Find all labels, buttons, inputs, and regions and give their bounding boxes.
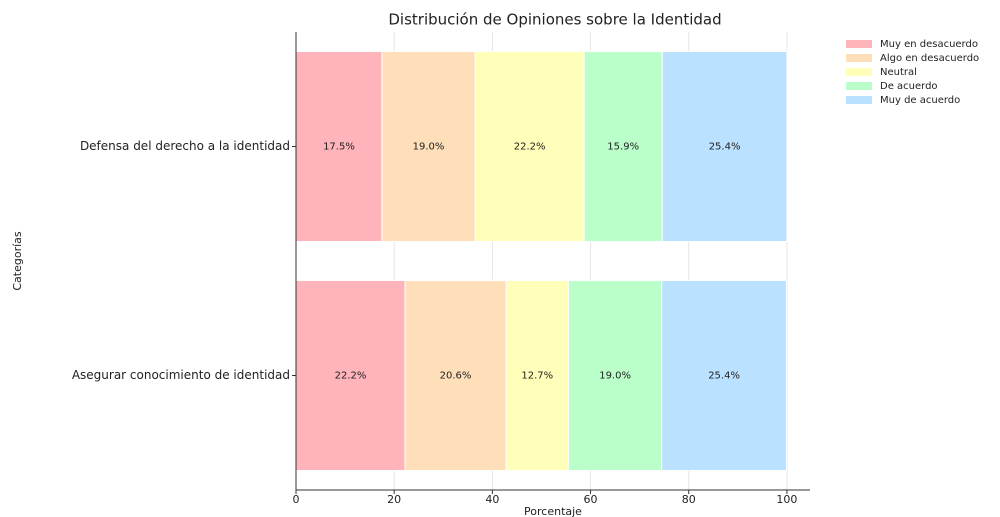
bar-segment — [505, 279, 569, 472]
legend-swatch — [846, 96, 872, 104]
bar-segment — [661, 50, 788, 243]
value-label: 25.4% — [709, 142, 741, 153]
chart-title: Distribución de Opiniones sobre la Ident… — [388, 11, 721, 29]
bar-segment — [295, 50, 383, 243]
legend-swatch — [846, 54, 872, 62]
legend-label: Muy en desacuerdo — [880, 39, 978, 50]
x-axis-label: Porcentaje — [524, 505, 582, 517]
x-tick-label: 80 — [682, 493, 696, 506]
legend-label: Neutral — [880, 67, 917, 78]
value-label: 22.2% — [335, 371, 367, 382]
bar-segment — [567, 279, 663, 472]
x-tick-label: 20 — [387, 493, 401, 506]
value-label: 12.7% — [521, 371, 553, 382]
legend-swatch — [846, 68, 872, 76]
bar-segment — [381, 50, 476, 243]
x-tick-label: 60 — [584, 493, 598, 506]
value-label: 19.0% — [413, 142, 445, 153]
legend-label: Muy de acuerdo — [880, 95, 960, 106]
y-tick-label: Asegurar conocimiento de identidad — [72, 368, 290, 382]
value-label: 17.5% — [323, 142, 355, 153]
value-label: 15.9% — [607, 142, 639, 153]
x-tick-label: 0 — [293, 493, 300, 506]
bar-segment — [474, 50, 585, 243]
bar-segment — [661, 279, 787, 472]
bar-segment — [583, 50, 663, 243]
value-label: 22.2% — [514, 142, 546, 153]
legend-label: De acuerdo — [880, 81, 938, 92]
legend-swatch — [846, 40, 872, 48]
value-label: 20.6% — [440, 371, 472, 382]
value-label: 19.0% — [599, 371, 631, 382]
bar-segment — [404, 279, 507, 472]
y-axis-label: Categorías — [11, 231, 24, 291]
x-tick-label: 40 — [485, 493, 499, 506]
legend-label: Algo en desacuerdo — [880, 53, 979, 64]
y-tick-label: Defensa del derecho a la identidad — [80, 139, 290, 153]
value-label: 25.4% — [708, 371, 740, 382]
x-tick-label: 100 — [776, 493, 797, 506]
legend-swatch — [846, 82, 872, 90]
